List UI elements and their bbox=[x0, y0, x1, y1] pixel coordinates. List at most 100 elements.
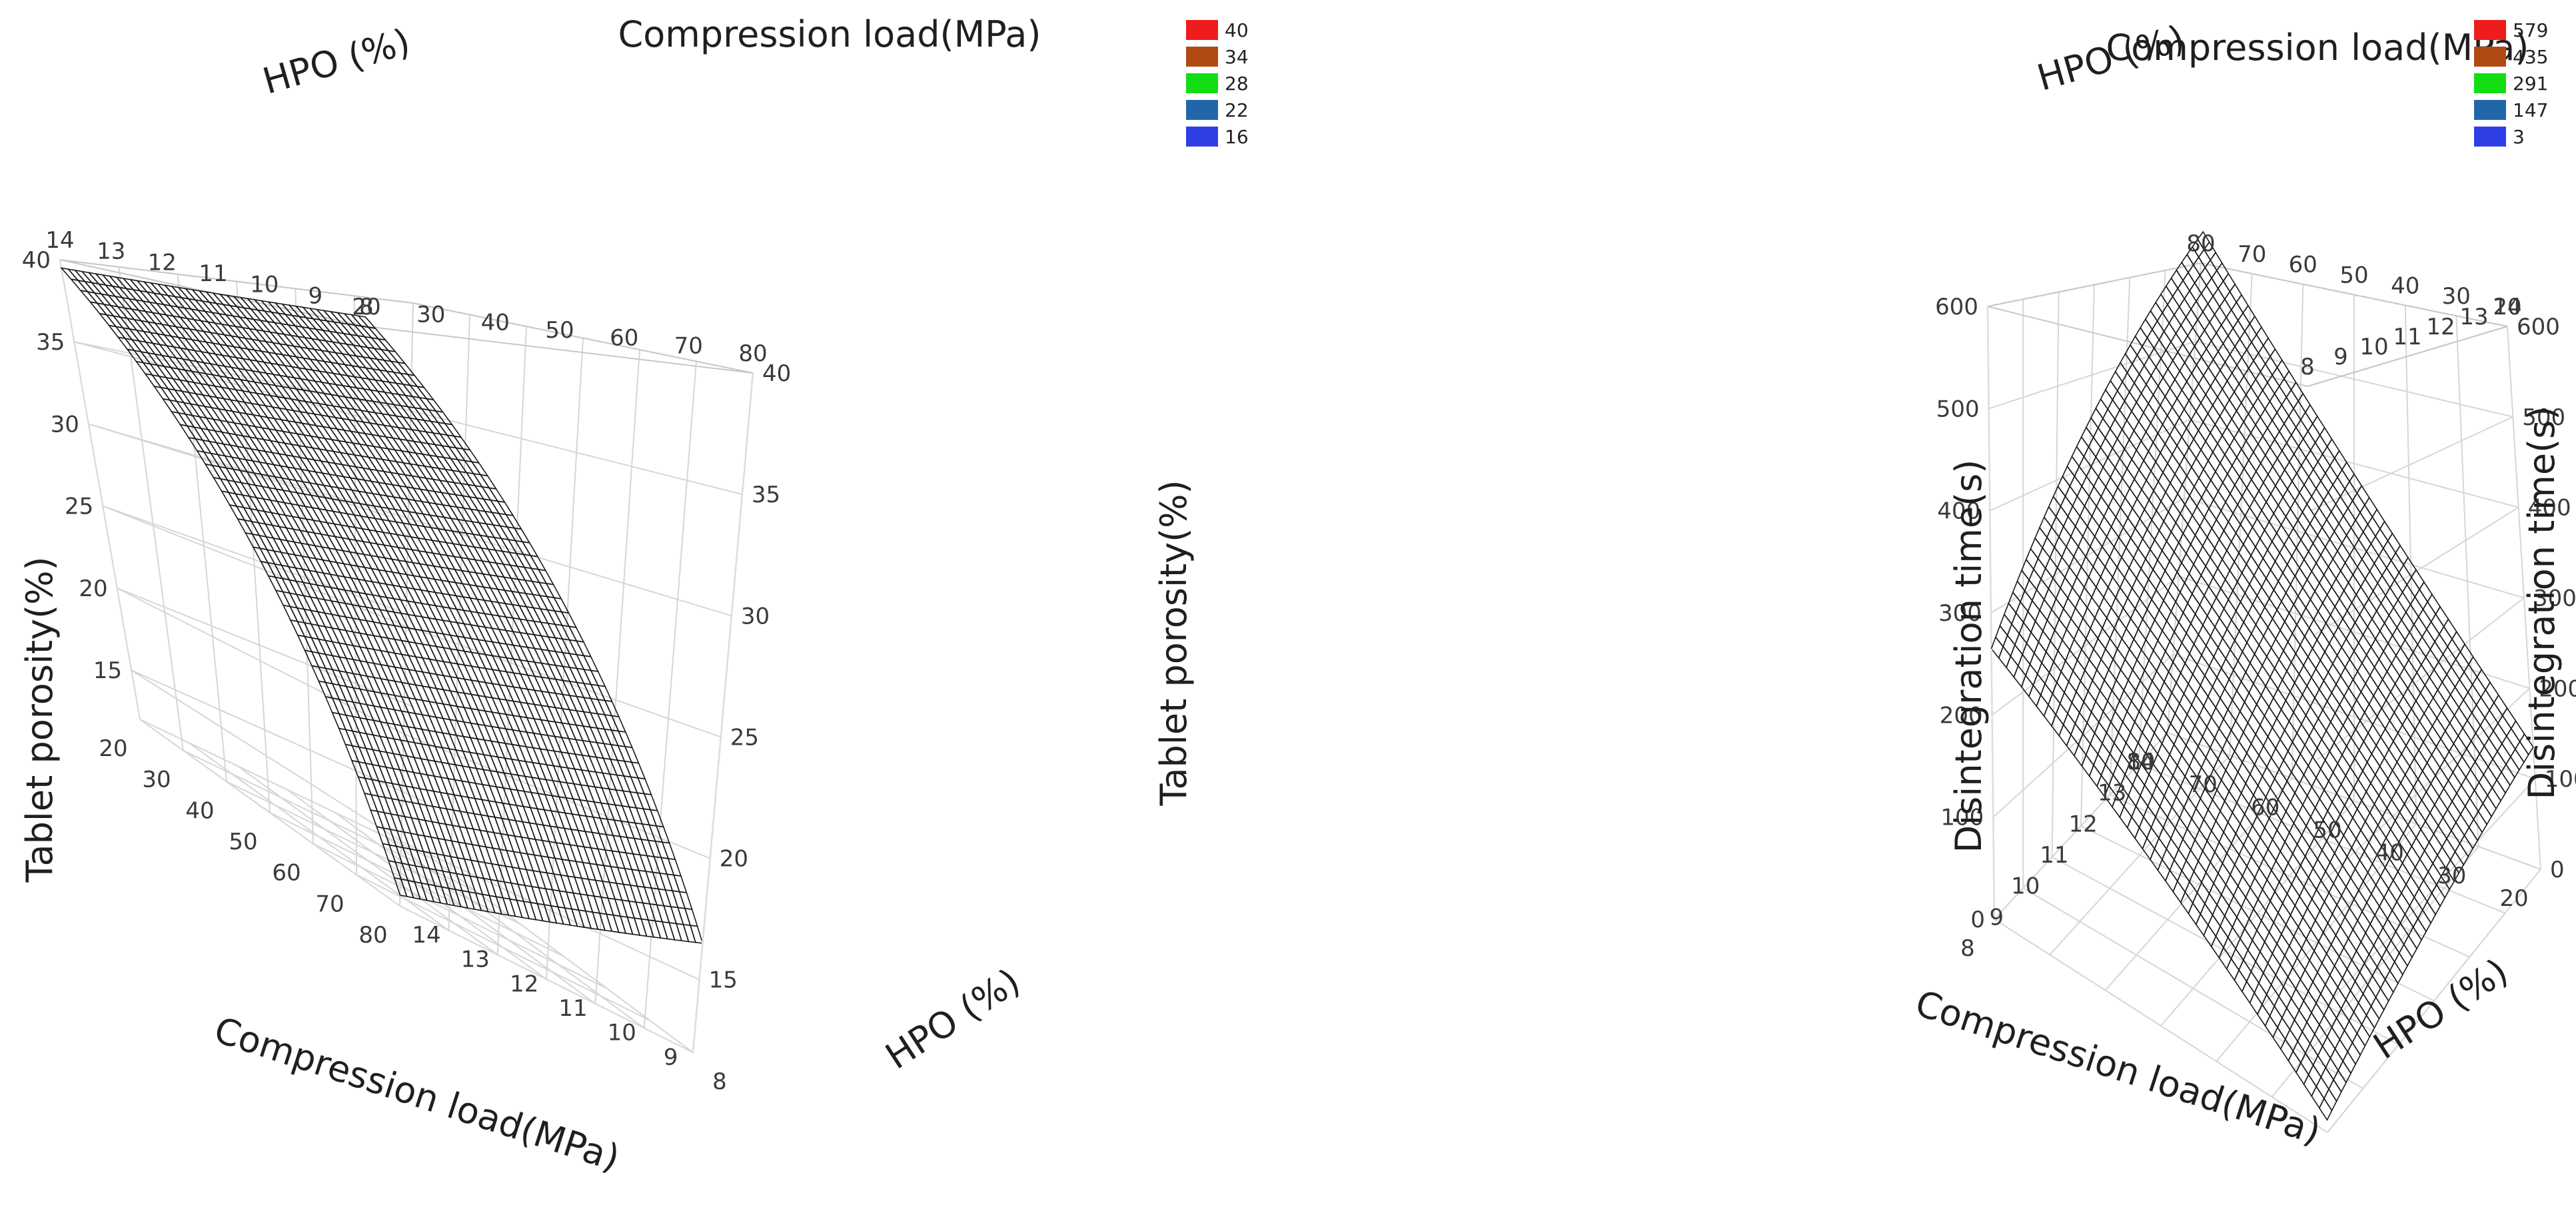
surface-cell bbox=[636, 885, 651, 905]
surface-cell bbox=[432, 790, 448, 810]
front-edge bbox=[692, 372, 754, 1053]
surface-cell bbox=[2178, 298, 2192, 318]
load-tick-bottom: 20 bbox=[2499, 885, 2528, 912]
surface-cell bbox=[660, 857, 675, 876]
surface-cell bbox=[532, 761, 547, 781]
surface-cell bbox=[2085, 743, 2099, 767]
surface-cell bbox=[2419, 581, 2433, 603]
surface-cell bbox=[2206, 340, 2219, 361]
z-tick-left: 30 bbox=[51, 411, 79, 438]
surface-cell bbox=[628, 806, 644, 825]
surface-cell bbox=[504, 865, 519, 885]
surface-cell bbox=[2064, 566, 2078, 589]
surface-cell bbox=[630, 869, 646, 888]
surface-cell bbox=[568, 695, 585, 713]
surface-cell bbox=[2098, 466, 2112, 488]
surface-cell bbox=[626, 916, 641, 936]
surface-cell bbox=[509, 898, 523, 919]
z-gridline-back bbox=[1992, 653, 2536, 818]
surface-cell bbox=[406, 755, 422, 775]
surface-cell bbox=[2106, 526, 2120, 548]
surface-cell bbox=[2193, 429, 2207, 451]
surface-cell bbox=[560, 874, 574, 894]
surface-cell bbox=[2110, 466, 2124, 489]
surface-cell bbox=[2242, 304, 2255, 325]
surface-cell bbox=[549, 825, 564, 845]
surface-cell bbox=[470, 859, 485, 879]
load-tick-top: 80 bbox=[2186, 230, 2215, 257]
surface-cell bbox=[432, 805, 447, 825]
surface-cell bbox=[447, 763, 463, 782]
surface-cell bbox=[2257, 344, 2271, 365]
legend-swatch bbox=[2474, 127, 2506, 147]
surface-cell bbox=[430, 836, 445, 857]
surface-cell bbox=[2078, 617, 2092, 640]
surface-cell bbox=[483, 739, 499, 758]
surface-cell bbox=[582, 655, 599, 673]
surface-cell bbox=[2110, 370, 2124, 392]
surface-cell bbox=[2076, 436, 2090, 458]
surface-cell bbox=[2163, 510, 2177, 533]
surface-cell bbox=[635, 807, 650, 826]
porosity-chart-panel: 20 30 40 50 60 70 80 8 9 10 11 12 13 14 15 15 20 20 25 25 30… bbox=[19, 13, 1249, 1179]
surface-cell bbox=[518, 867, 533, 887]
surface-cell bbox=[535, 823, 550, 843]
surface-cell bbox=[562, 665, 578, 683]
hpo-tick-bottom: 10 bbox=[608, 1020, 636, 1046]
legend-label: 22 bbox=[1225, 99, 1249, 121]
hpo-tick-top: 12 bbox=[148, 249, 177, 276]
surface-cell bbox=[2040, 682, 2054, 706]
surface-cell bbox=[616, 774, 631, 793]
surface-cell bbox=[580, 769, 596, 788]
surface-cell bbox=[623, 760, 639, 779]
surface-cell bbox=[673, 874, 688, 893]
load-tick-top: 20 bbox=[2493, 294, 2521, 320]
z-gridline-side bbox=[2323, 778, 2536, 1008]
surface-cell bbox=[576, 653, 592, 671]
surface-cell bbox=[505, 685, 522, 703]
surface-cell bbox=[383, 811, 398, 832]
surface-cell bbox=[455, 734, 471, 753]
surface-cell bbox=[2134, 826, 2148, 850]
surface-cell bbox=[540, 690, 556, 709]
surface-cell bbox=[2226, 308, 2239, 330]
surface-cell bbox=[2051, 598, 2064, 621]
surface-cell bbox=[2060, 576, 2074, 600]
surface-cell bbox=[578, 909, 592, 929]
surface-cell bbox=[472, 828, 487, 848]
surface-cell bbox=[2234, 338, 2248, 358]
surface-cell bbox=[578, 814, 593, 833]
surface-cell bbox=[515, 805, 530, 824]
hpo-axis-title-bottom: HPO (%) bbox=[878, 960, 1027, 1077]
surface-cell bbox=[526, 674, 543, 692]
surface-cell bbox=[2214, 306, 2228, 326]
hpo-tick-bottom: 8 bbox=[1960, 935, 1975, 962]
surface-cell bbox=[2212, 442, 2226, 464]
surface-cell bbox=[2067, 701, 2080, 725]
surface-cell bbox=[2162, 414, 2176, 436]
surface-cell bbox=[615, 883, 630, 902]
surface-cell bbox=[2036, 693, 2049, 717]
surface-cell bbox=[2179, 361, 2193, 383]
surface-cell bbox=[2248, 404, 2261, 426]
surface-cell bbox=[2191, 457, 2204, 480]
surface-cell bbox=[497, 741, 513, 760]
surface-cell bbox=[603, 728, 619, 747]
surface-cell bbox=[2075, 679, 2089, 703]
surface-cell bbox=[486, 831, 501, 851]
surface-cell bbox=[2208, 451, 2221, 473]
surface-cell bbox=[2100, 486, 2114, 508]
surface-cell bbox=[491, 683, 508, 701]
surface-cell bbox=[2043, 588, 2057, 611]
surface-cell bbox=[418, 787, 434, 807]
surface-cell bbox=[470, 722, 486, 741]
legend-swatch bbox=[2474, 73, 2506, 93]
legend-swatch bbox=[2474, 47, 2506, 67]
surface-cell bbox=[619, 835, 634, 855]
surface-cell bbox=[2207, 295, 2221, 316]
surface-cell bbox=[2174, 306, 2187, 326]
surface-cell bbox=[554, 721, 570, 739]
hpo-tick-top: 10 bbox=[250, 272, 279, 298]
surface-cell bbox=[490, 863, 506, 883]
surface-cell bbox=[519, 715, 535, 734]
